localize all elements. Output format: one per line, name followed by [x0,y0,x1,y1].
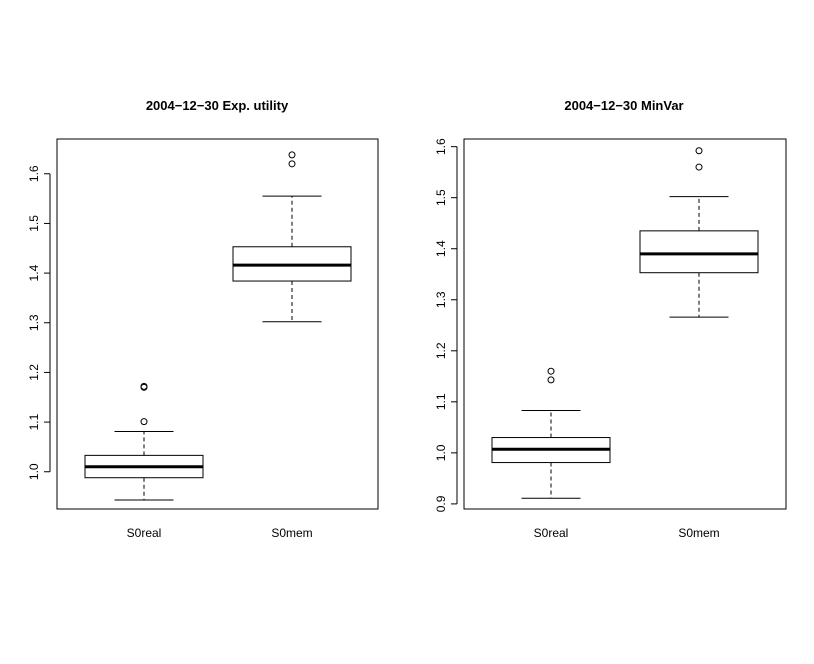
y-tick-label: 1.1 [434,393,448,410]
x-tick-label: S0mem [271,526,312,540]
y-tick-label: 1.0 [434,444,448,461]
plot-frame [56,138,379,510]
x-tick-label: S0real [534,526,569,540]
plot-frame [463,138,787,510]
panel-minvar: 2004−12−30 MinVar 0.9 1.0 1.1 1.2 1.3 1.4 1.5 1… [434,98,787,540]
y-tick-label: 0.9 [434,495,448,512]
x-tick-label: S0real [127,526,162,540]
box-S0mem [232,151,352,323]
y-tick-label: 1.6 [27,165,41,182]
y-tick-label: 1.1 [27,413,41,430]
y-tick-label: 1.0 [27,463,41,480]
y-tick-label: 1.4 [434,240,448,257]
y-tick-label: 1.4 [27,264,41,281]
box-S0real [84,382,204,501]
panel-title: 2004−12−30 MinVar [564,98,683,113]
outlier-point [547,367,555,375]
iqr-box [639,230,759,274]
y-tick-label: 1.2 [27,364,41,381]
outlier-point [140,382,148,390]
box-S0real [491,367,611,499]
y-tick-label: 1.3 [434,291,448,308]
box-S0mem [639,147,759,318]
x-tick-label: S0mem [678,526,719,540]
panel-exp-utility: 2004−12−30 Exp. utility 1.0 1.1 1.2 1.3 1.4 1… [27,98,379,540]
outlier-point [695,163,703,171]
y-tick-label: 1.2 [434,342,448,359]
outlier-point [547,376,555,384]
outlier-point [695,147,703,155]
y-tick-label: 1.3 [27,314,41,331]
y-tick-label: 1.5 [434,189,448,206]
y-tick-label: 1.6 [434,138,448,155]
y-tick-label: 1.5 [27,215,41,232]
outlier-point [288,151,296,159]
outlier-point [288,160,296,168]
outlier-point [140,418,148,426]
panel-title: 2004−12−30 Exp. utility [146,98,289,113]
